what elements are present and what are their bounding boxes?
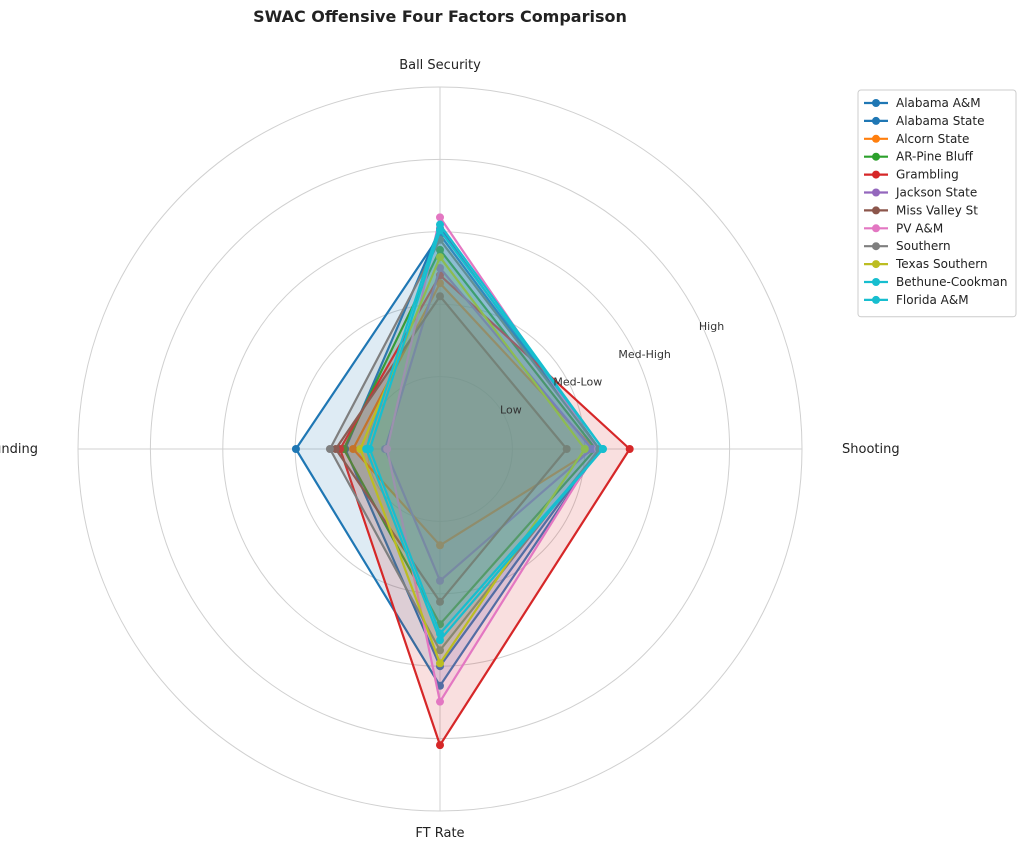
point (436, 629, 444, 638)
series-area (353, 283, 595, 546)
point (291, 445, 300, 453)
point (588, 445, 597, 453)
point (436, 697, 444, 706)
legend-marker (872, 170, 880, 179)
point (436, 279, 444, 288)
legend-marker (872, 152, 880, 161)
legend-label: PV A&M (896, 221, 943, 235)
legend-marker (872, 278, 880, 286)
legend-marker (872, 99, 880, 107)
point (436, 541, 444, 550)
legend-label: Grambling (896, 168, 959, 182)
point (325, 445, 334, 453)
series-area (387, 217, 598, 702)
point (365, 445, 374, 453)
y-tick-label: Low (500, 403, 522, 416)
point (436, 597, 444, 606)
legend-label: Alabama A&M (896, 96, 981, 110)
legend-marker (872, 116, 880, 125)
legend-label: AR-Pine Bluff (896, 150, 974, 164)
axis-label: Off Rebounding (0, 442, 38, 457)
point (436, 292, 444, 301)
point (598, 445, 607, 453)
point (331, 445, 340, 453)
point (580, 445, 589, 453)
legend-label: Miss Valley St (896, 203, 978, 217)
legend-marker (872, 242, 880, 251)
legend-marker (872, 224, 880, 233)
legend-label: Southern (896, 239, 951, 253)
legend-marker (872, 188, 880, 197)
point (356, 445, 365, 453)
point (436, 576, 444, 585)
legend-label: Florida A&M (896, 293, 969, 307)
legend-marker (872, 206, 880, 215)
point (349, 445, 358, 453)
legend-marker (872, 260, 880, 269)
axis-label: Ball Security (399, 58, 481, 73)
point (436, 264, 444, 272)
series-area (360, 257, 585, 664)
point (436, 646, 444, 655)
point (436, 226, 444, 235)
chart-title: SWAC Offensive Four Factors Comparison (253, 7, 627, 26)
axis-label: FT Rate (415, 826, 464, 841)
axis-label: Shooting (842, 442, 900, 457)
legend-label: Alabama State (896, 114, 985, 128)
legend-marker (872, 295, 880, 304)
y-tick-label: Med-High (618, 348, 671, 361)
legend-label: Bethune-Cookman (896, 275, 1008, 289)
legend-marker (872, 134, 880, 143)
point (436, 253, 444, 262)
point (562, 445, 571, 453)
point (436, 741, 444, 750)
legend-label: Jackson State (895, 186, 977, 200)
point (625, 445, 634, 453)
point (436, 213, 444, 222)
series-area (385, 268, 592, 581)
legend-label: Alcorn State (896, 132, 969, 146)
y-tick-label: Med-Low (553, 376, 602, 389)
point (436, 659, 444, 668)
legend-label: Texas Southern (895, 257, 988, 271)
point (436, 636, 444, 645)
series-area (369, 230, 603, 634)
legend-box (857, 89, 1017, 318)
point (436, 220, 444, 229)
point (436, 245, 444, 254)
series-area (366, 224, 603, 641)
point (383, 445, 392, 453)
y-tick-label: High (699, 320, 724, 333)
